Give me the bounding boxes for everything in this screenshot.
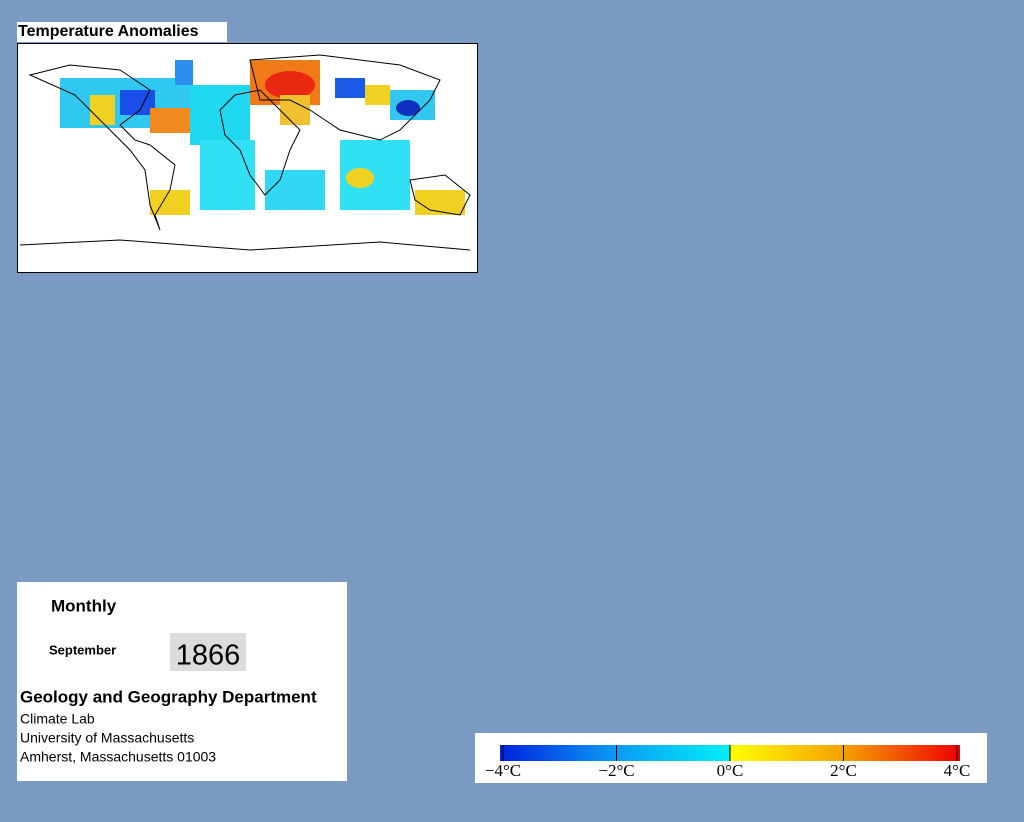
mode-label: Monthly <box>51 596 117 615</box>
map-title: Temperature Anomalies <box>18 23 199 40</box>
title-bar <box>17 22 227 42</box>
department: Geology and Geography Department <box>20 687 317 706</box>
colorbar-tick-label: −2°C <box>598 761 634 780</box>
colorbar-tick-label: 0°C <box>717 761 744 780</box>
info-panel <box>17 582 347 781</box>
info-line: Amherst, Massachusetts 01003 <box>20 749 216 765</box>
colorbar-tick-label: 4°C <box>944 761 971 780</box>
info-line: University of Massachusetts <box>20 730 194 746</box>
year-label[interactable]: 1866 <box>176 640 241 672</box>
year-box[interactable] <box>170 633 246 671</box>
colorbar-tick-label: 2°C <box>830 761 857 780</box>
anomaly-field <box>60 60 465 215</box>
info-line: Climate Lab <box>20 711 95 727</box>
coastlines <box>19 54 471 251</box>
month-label[interactable]: September <box>49 642 116 657</box>
colorbar-tick-label: −4°C <box>485 761 521 780</box>
